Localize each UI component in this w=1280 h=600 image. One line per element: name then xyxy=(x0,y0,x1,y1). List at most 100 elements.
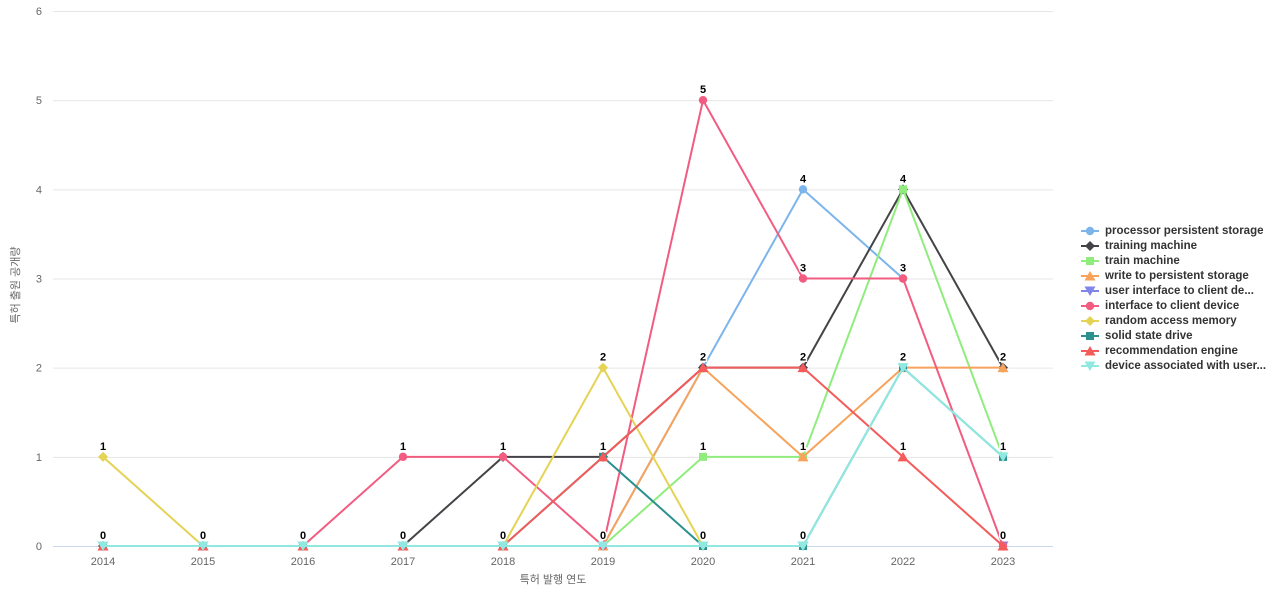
legend-item-label: recommendation engine xyxy=(1105,344,1238,357)
legend-marker-icon xyxy=(1081,345,1099,355)
data-point-marker xyxy=(697,541,709,551)
data-point-marker xyxy=(1086,331,1094,340)
x-tick-label: 2023 xyxy=(991,556,1015,568)
data-point-marker xyxy=(597,451,609,462)
data-label: 1 xyxy=(800,441,806,453)
legend-item-recommendation-engine[interactable]: recommendation engine xyxy=(1080,343,1266,358)
data-label: 0 xyxy=(300,530,306,542)
legend-item-device-associated-with-user[interactable]: device associated with user... xyxy=(1080,358,1266,373)
legend-marker-icon xyxy=(1081,301,1099,310)
data-point-marker xyxy=(897,451,909,462)
legend-item-label: device associated with user... xyxy=(1105,359,1267,372)
data-label: 2 xyxy=(800,352,806,364)
legend-item-label: random access memory xyxy=(1105,314,1237,327)
x-tick-label: 2016 xyxy=(291,556,315,568)
x-tick-label: 2017 xyxy=(391,556,415,568)
x-tick-label: 2019 xyxy=(591,556,615,568)
data-point-marker xyxy=(1084,286,1096,296)
data-point-marker xyxy=(698,95,708,105)
data-point-marker xyxy=(1084,270,1096,280)
y-tick-label: 1 xyxy=(36,452,42,464)
data-point-marker xyxy=(798,274,808,283)
data-label: 2 xyxy=(600,352,606,364)
legend-marker-icon xyxy=(1081,270,1099,280)
data-label: 0 xyxy=(800,530,806,542)
legend-marker-icon xyxy=(1081,226,1099,235)
y-tick-label: 4 xyxy=(36,184,42,196)
data-point-marker xyxy=(498,452,508,462)
data-point-marker xyxy=(997,362,1009,373)
data-label: 4 xyxy=(800,173,807,185)
legend-item-label: train machine xyxy=(1105,254,1180,267)
series-line xyxy=(102,99,1004,547)
x-axis-title: 특허 발행 연도 xyxy=(519,574,587,586)
data-point-marker xyxy=(997,541,1009,551)
series-line xyxy=(102,366,1004,547)
data-point-marker xyxy=(197,541,209,551)
data-label: 0 xyxy=(200,530,206,542)
data-point-marker xyxy=(997,452,1009,462)
data-point-marker xyxy=(797,451,809,462)
x-tick-label: 2022 xyxy=(891,556,915,568)
series-device-associated-with-user xyxy=(97,363,1009,551)
legend-item-label: interface to client device xyxy=(1105,299,1240,312)
data-point-marker xyxy=(1084,345,1096,355)
data-point-marker xyxy=(497,541,509,551)
legend-marker-icon xyxy=(1081,315,1099,326)
legend-item-solid-state-drive[interactable]: solid state drive xyxy=(1080,328,1266,343)
data-label: 0 xyxy=(500,530,506,542)
data-label: 0 xyxy=(1000,530,1006,542)
x-tick-label: 2020 xyxy=(691,556,715,568)
legend-item-user-interface-to-client-de[interactable]: user interface to client de... xyxy=(1080,283,1266,298)
legend-item-label: user interface to client de... xyxy=(1105,284,1254,297)
legend-item-processor-persistent-storage[interactable]: processor persistent storage xyxy=(1080,223,1266,238)
data-point-marker xyxy=(898,274,908,283)
legend-marker-icon xyxy=(1081,286,1099,296)
data-label: 2 xyxy=(1000,352,1006,364)
y-tick-label: 5 xyxy=(36,95,42,107)
data-point-marker xyxy=(1086,256,1094,265)
x-tick-label: 2021 xyxy=(791,556,815,568)
gridlines: 0 1 2 3 4 5 6 xyxy=(36,6,1053,553)
x-tick-label: 2018 xyxy=(491,556,515,568)
data-point-marker xyxy=(297,541,309,551)
legend-item-random-access-memory[interactable]: random access memory xyxy=(1080,313,1266,328)
legend-item-label: training machine xyxy=(1105,239,1198,252)
data-point-marker xyxy=(699,452,707,461)
legend-marker-icon xyxy=(1081,240,1099,251)
legend: processor persistent storage training mac… xyxy=(1080,223,1266,373)
data-label: 2 xyxy=(700,352,706,364)
data-point-marker xyxy=(1085,240,1095,251)
data-point-marker xyxy=(398,452,408,462)
legend-item-train-machine[interactable]: train machine xyxy=(1080,253,1266,268)
data-label: 1 xyxy=(100,441,106,453)
data-point-marker xyxy=(598,362,608,373)
data-point-marker xyxy=(797,541,809,551)
data-point-marker xyxy=(1085,226,1095,235)
data-label: 3 xyxy=(900,263,906,275)
data-label: 1 xyxy=(700,441,706,453)
y-tick-label: 6 xyxy=(36,6,42,18)
legend-item-interface-to-client-device[interactable]: interface to client device xyxy=(1080,298,1266,313)
legend-item-label: solid state drive xyxy=(1105,329,1193,342)
y-tick-label: 2 xyxy=(36,363,42,375)
data-label: 0 xyxy=(700,530,706,542)
legend-item-training-machine[interactable]: training machine xyxy=(1080,238,1266,253)
data-label: 3 xyxy=(800,263,806,275)
data-point-marker xyxy=(697,362,709,373)
data-label: 1 xyxy=(1000,441,1006,453)
y-tick-label: 3 xyxy=(36,274,42,286)
legend-item-label: write to persistent storage xyxy=(1105,269,1249,282)
legend-item-write-to-persistent-storage[interactable]: write to persistent storage xyxy=(1080,268,1266,283)
data-point-marker xyxy=(899,185,907,194)
data-label: 0 xyxy=(100,530,106,542)
x-tick-label: 2015 xyxy=(191,556,215,568)
data-label: 0 xyxy=(400,530,406,542)
x-tick-label: 2014 xyxy=(91,556,115,568)
data-point-marker xyxy=(97,541,109,551)
legend-marker-icon xyxy=(1081,361,1099,371)
data-point-marker xyxy=(1085,301,1095,310)
x-axis-labels: 2014 2015 2016 2017 2018 2019 2020 2021 2022 2023 xyxy=(91,556,1015,568)
